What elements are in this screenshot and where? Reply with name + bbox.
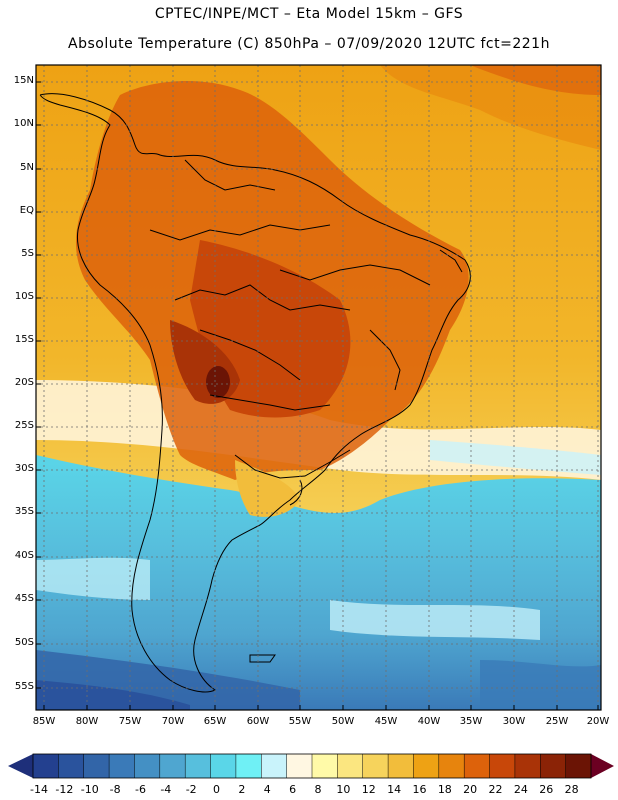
colorbar-swatch [362,754,389,778]
map-subtitle: Absolute Temperature (C) 850hPa – 07/09/… [68,36,550,52]
coastline-layer [39,93,471,693]
colorbar-high-arrow [591,754,614,778]
colorbar-swatch [33,754,59,778]
graticule [36,65,601,710]
map-frame [35,64,602,711]
longitude-label: 80W [75,716,99,727]
colorbar-label: -14 [30,783,48,796]
longitude-label: 35W [459,716,483,727]
longitude-label: 60W [246,716,270,727]
longitude-label: 45W [374,716,398,727]
latitude-label: 10S [14,291,34,302]
latitude-label: 45S [14,593,34,604]
latitude-label: 40S [14,550,34,561]
colorbar-label: 22 [488,783,503,796]
longitude-label: 70W [161,716,185,727]
latitude-label: 5N [20,162,34,173]
map-title: CPTEC/INPE/MCT – Eta Model 15km – GFS [154,6,464,22]
field-layer [36,65,601,710]
longitude-label: 85W [32,716,56,727]
colorbar-label: 26 [539,783,554,796]
latitude-label: 30S [14,463,34,474]
colorbar-label: 14 [387,783,402,796]
colorbar-label: 24 [513,783,528,796]
longitude-label: 75W [118,716,142,727]
colorbar-label: 18 [437,783,452,796]
colorbar-label: -2 [185,783,197,796]
colorbar-swatch [261,754,288,778]
colorbar-swatch [514,754,541,778]
colorbar-low-arrow [8,754,33,778]
colorbar-swatch [159,754,186,778]
latitude-label: 25S [14,420,34,431]
colorbar-swatch [565,754,592,778]
colorbar-swatch [388,754,414,778]
longitude-label: 65W [203,716,227,727]
colorbar-swatch [210,754,237,778]
latitude-label: 55S [14,681,34,692]
latitude-label: 20S [14,377,34,388]
latitude-label: 15N [13,75,34,86]
colorbar [8,753,614,779]
colorbar-label: -4 [160,783,172,796]
colorbar-swatch [58,754,85,778]
colorbar-swatch [413,754,440,778]
latitude-label: 5S [21,248,34,259]
latitude-label: EQ [19,205,34,216]
colorbar-label: 0 [213,783,221,796]
colorbar-label: 6 [289,783,297,796]
colorbar-swatch [83,754,110,778]
latitude-label: 15S [14,334,34,345]
colorbar-label: -12 [55,783,74,796]
colorbar-swatch [109,754,135,778]
colorbar-swatch [185,754,212,778]
colorbar-swatch [438,754,465,778]
colorbar-label: 20 [463,783,478,796]
longitude-label: 40W [417,716,441,727]
colorbar-label: -6 [134,783,146,796]
colorbar-swatch [312,754,338,778]
colorbar-swatch [134,754,161,778]
longitude-label: 50W [331,716,355,727]
latitude-label: 50S [14,637,34,648]
longitude-label: 20W [586,716,610,727]
tick-marks [36,81,599,710]
colorbar-label: 10 [336,783,351,796]
colorbar-swatch [464,754,491,778]
cold-ocean-field [36,455,601,710]
colorbar-swatch [540,754,567,778]
colorbar-swatch [489,754,516,778]
colorbar-swatch [286,754,313,778]
hot-spot [206,366,230,398]
latitude-label: 35S [14,506,34,517]
longitude-label: 55W [288,716,312,727]
colorbar-swatch [235,754,262,778]
longitude-label: 25W [545,716,569,727]
colorbar-swatch [337,754,364,778]
colorbar-label: 16 [412,783,427,796]
colorbar-label: 2 [238,783,246,796]
colorbar-label: 12 [361,783,376,796]
colorbar-label: 4 [263,783,271,796]
colorbar-label: 8 [314,783,322,796]
colorbar-label: -8 [109,783,121,796]
colorbar-label: 28 [564,783,579,796]
longitude-label: 30W [502,716,526,727]
latitude-label: 10N [13,118,34,129]
colorbar-label: -10 [80,783,99,796]
